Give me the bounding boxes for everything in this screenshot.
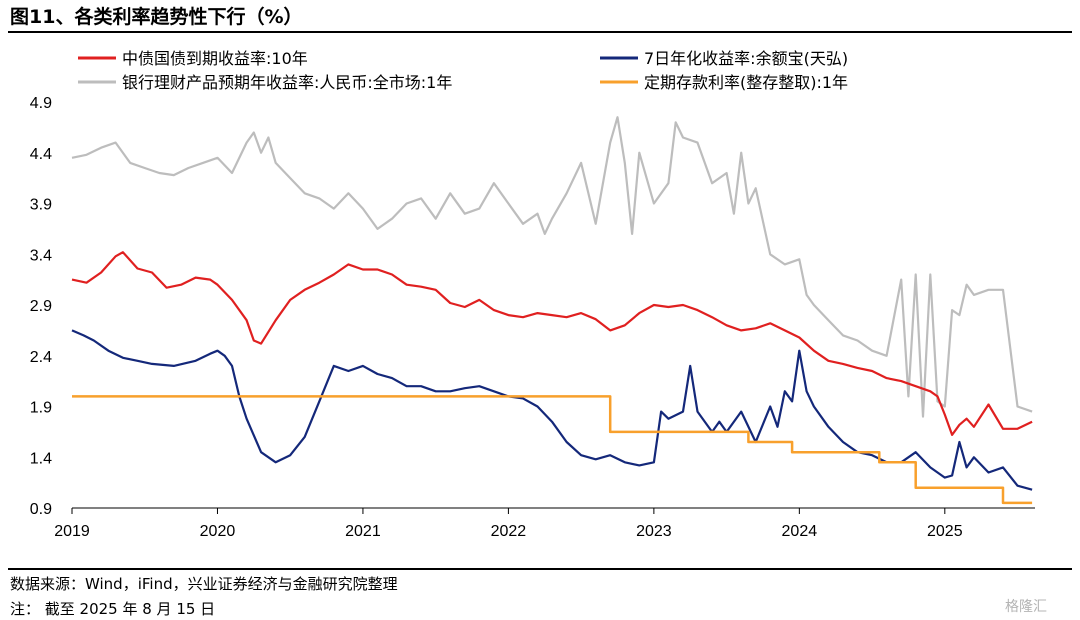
- legend-label-3: 银行理财产品预期年收益率:人民币:全市场:1年: [122, 73, 452, 92]
- series-line-3: [71, 116, 1033, 418]
- source-note: 数据来源：Wind，iFind，兴业证券经济与金融研究院整理: [10, 575, 398, 593]
- y-tick-label: 2.9: [30, 298, 52, 315]
- series-line-2: [71, 329, 1033, 491]
- title-divider: [8, 31, 1072, 33]
- x-axis: 2019 2020 2021 2022 2023 2024 2025: [54, 507, 1035, 540]
- watermark-logo: 格隆汇: [1005, 599, 1047, 615]
- date-note: 注： 截至 2025 年 8 月 15 日: [10, 600, 216, 618]
- footer-divider: [8, 568, 1072, 570]
- rates-line-chart: 中债国债到期收益率:10年 7日年化收益率:余额宝(天弘) 银行理财产品预期年收益率…: [30, 49, 1035, 540]
- x-tick-label: 2023: [636, 523, 672, 540]
- legend-label-2: 7日年化收益率:余额宝(天弘): [644, 49, 848, 68]
- x-tick-label: 2020: [200, 523, 236, 540]
- series-line-1: [71, 251, 1033, 436]
- y-tick-label: 3.9: [30, 197, 52, 214]
- y-tick-label: 4.9: [30, 95, 52, 112]
- x-tick-label: 2019: [54, 523, 90, 540]
- chart-legend: 中债国债到期收益率:10年 7日年化收益率:余额宝(天弘) 银行理财产品预期年收益率…: [78, 49, 848, 92]
- x-tick-label: 2022: [491, 523, 527, 540]
- x-tick-label: 2024: [782, 523, 818, 540]
- x-tick-label: 2021: [345, 523, 381, 540]
- x-tick-label: 2025: [927, 523, 963, 540]
- y-tick-label: 2.4: [30, 349, 52, 366]
- series-line-4: [72, 395, 1033, 505]
- series-lines: [71, 116, 1033, 505]
- y-tick-label: 1.4: [30, 450, 52, 467]
- legend-label-4: 定期存款利率(整存整取):1年: [644, 73, 848, 92]
- figure-title: 图11、各类利率趋势性下行（%）: [10, 6, 303, 28]
- legend-label-1: 中债国债到期收益率:10年: [122, 49, 308, 68]
- y-tick-label: 3.4: [30, 247, 52, 264]
- y-tick-label: 4.4: [30, 146, 52, 163]
- y-tick-label: 1.9: [30, 400, 52, 417]
- y-axis: 0.9 1.4 1.9 2.4 2.9 3.4 3.9 4.4 4.9: [30, 95, 52, 518]
- y-tick-label: 0.9: [30, 501, 52, 518]
